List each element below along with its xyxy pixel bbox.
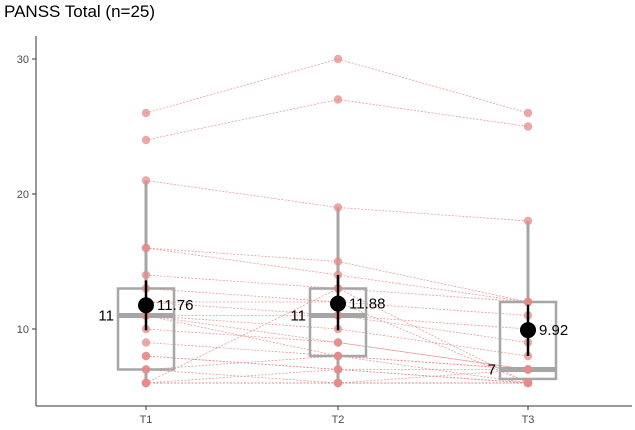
subject-point <box>141 338 151 347</box>
subject-point <box>523 365 533 374</box>
x-tick-label: T3 <box>522 414 535 426</box>
subject-line <box>145 301 529 330</box>
median-label: 11 <box>98 308 114 325</box>
subject-line <box>145 58 529 114</box>
subject-point <box>141 135 151 145</box>
subject-point <box>333 54 343 64</box>
subject-point <box>333 378 343 388</box>
mean-point <box>520 322 536 339</box>
subject-line <box>145 99 529 141</box>
subject-point <box>523 122 533 131</box>
subject-line <box>145 355 528 370</box>
subject-point <box>523 297 533 307</box>
mean-point <box>138 297 154 314</box>
y-tick-label: 20 <box>17 189 29 201</box>
subject-point <box>523 108 533 118</box>
median-label: 7 <box>488 362 496 379</box>
subject-point <box>141 108 151 118</box>
subject-line <box>146 315 529 343</box>
subject-point <box>141 243 151 253</box>
subject-line <box>145 247 529 303</box>
y-tick-label: 30 <box>17 54 29 66</box>
subject-point <box>333 95 343 104</box>
subject-line <box>145 342 529 370</box>
mean-label: 9.92 <box>539 322 568 339</box>
subject-point <box>333 257 343 266</box>
subject-point <box>333 365 343 374</box>
mean-label: 11.88 <box>349 296 385 313</box>
chart-title: PANSS Total (n=25) <box>4 2 156 21</box>
subject-point <box>333 338 343 347</box>
subject-lines <box>145 58 529 384</box>
subject-point <box>141 378 151 388</box>
subject-point <box>333 351 343 361</box>
subject-point <box>141 351 151 361</box>
x-tick-label: T1 <box>140 414 153 426</box>
subject-line <box>145 288 529 316</box>
subject-point <box>141 365 151 374</box>
subject-line <box>145 369 529 384</box>
median-label: 11 <box>290 308 306 325</box>
mean-point <box>330 295 346 312</box>
subject-point <box>141 270 151 280</box>
mean-label: 11.76 <box>157 297 193 314</box>
subject-line <box>146 301 529 384</box>
subject-line <box>145 328 529 370</box>
x-tick-label: T2 <box>332 414 345 426</box>
subject-point <box>333 203 343 212</box>
subject-line <box>145 315 529 357</box>
subject-point <box>141 176 151 185</box>
subject-point <box>523 216 533 226</box>
subject-line <box>145 274 529 303</box>
subject-point <box>523 378 533 388</box>
y-tick-label: 10 <box>17 324 29 336</box>
